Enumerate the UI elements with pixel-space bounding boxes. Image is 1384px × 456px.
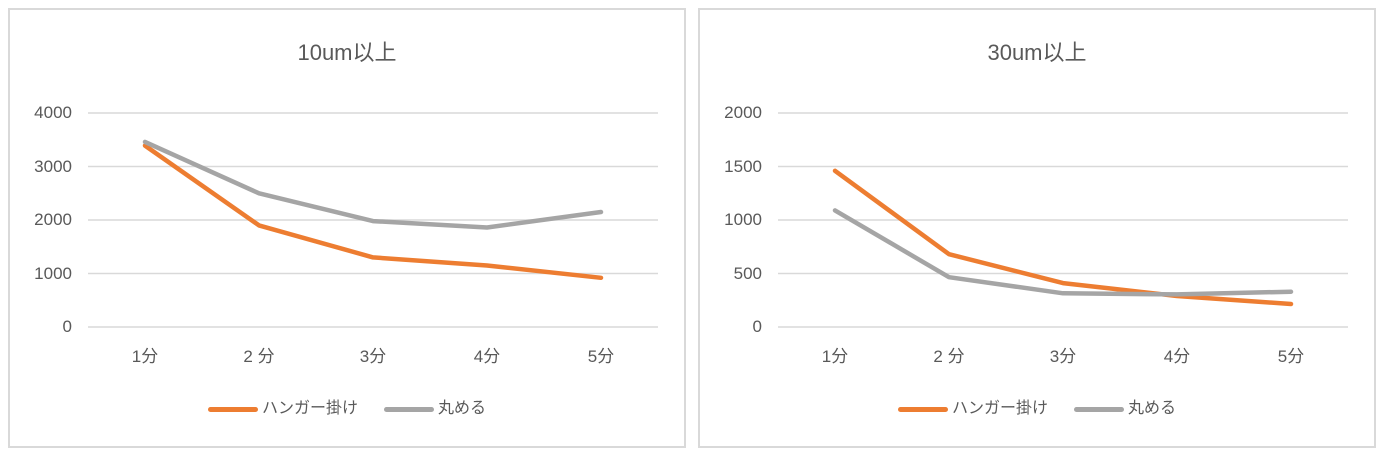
legend-label: ハンガー掛け: [951, 400, 1048, 417]
legend-label: ハンガー掛け: [261, 400, 358, 417]
x-axis-label: 4分: [473, 347, 501, 366]
legend-label: 丸める: [1128, 400, 1177, 417]
legend-item: ハンガー掛け: [897, 398, 1048, 420]
x-axis: 1分 2 分 3分 4分 5分: [778, 346, 1348, 368]
line-chart-plot: [88, 112, 658, 328]
legend: ハンガー掛け 丸める: [10, 398, 684, 420]
series-line: [142, 143, 604, 281]
y-axis-label: 1500: [724, 157, 762, 176]
y-axis-label: 4000: [34, 103, 72, 122]
x-axis-label: 2 分: [933, 347, 965, 366]
x-axis-label: 3分: [1049, 347, 1077, 366]
x-axis-label: 1分: [131, 347, 159, 366]
series-line: [832, 208, 1294, 297]
x-axis-label: 5分: [587, 347, 615, 366]
x-axis: 1分 2 分 3分 4分 5分: [88, 346, 658, 368]
legend-label: 丸める: [438, 400, 487, 417]
chart-panel-10um: 10um以上 0 1000 2000 3000 4000 1分 2 分 3分 4分 5分 ハンガ…: [8, 8, 686, 448]
x-axis-label: 2 分: [243, 347, 275, 366]
chart-title: 10um以上: [297, 40, 397, 65]
series-line: [832, 168, 1294, 307]
legend: ハンガー掛け 丸める: [700, 398, 1374, 420]
y-axis-label: 3000: [34, 157, 72, 176]
y-axis-label: 0: [752, 317, 762, 336]
legend-line-swatch: [384, 406, 434, 412]
x-axis-label: 1分: [821, 347, 849, 366]
legend-line-swatch: [1074, 406, 1124, 412]
line-chart-plot: [778, 112, 1348, 328]
x-axis-label: 5分: [1277, 347, 1305, 366]
chart-title: 30um以上: [987, 40, 1087, 65]
x-axis-label: 4分: [1163, 347, 1191, 366]
y-axis: 0 1000 2000 3000 4000: [10, 10, 72, 446]
y-axis-label: 2000: [724, 103, 762, 122]
y-axis-label: 0: [62, 317, 72, 336]
y-axis-label: 2000: [34, 210, 72, 229]
legend-line-swatch: [207, 406, 258, 412]
legend-item: 丸める: [384, 398, 486, 420]
x-axis-label: 3分: [359, 347, 387, 366]
legend-item: 丸める: [1074, 398, 1176, 420]
y-axis: 0 500 1000 1500 2000: [700, 10, 762, 446]
legend-item: ハンガー掛け: [207, 398, 358, 420]
y-axis-label: 1000: [34, 264, 72, 283]
chart-panel-30um: 30um以上 0 500 1000 1500 2000 1分 2 分 3分 4分 5分 ハンガー…: [698, 8, 1376, 448]
series-line: [142, 139, 604, 230]
y-axis-label: 500: [733, 264, 762, 283]
legend-line-swatch: [897, 406, 948, 412]
y-axis-label: 1000: [724, 210, 762, 229]
